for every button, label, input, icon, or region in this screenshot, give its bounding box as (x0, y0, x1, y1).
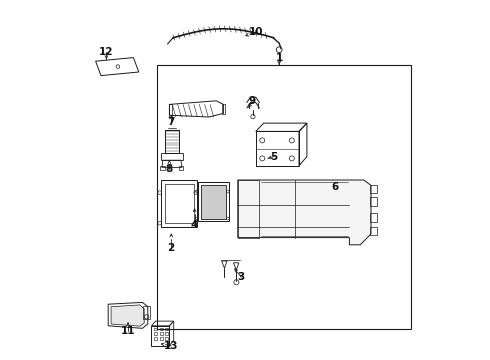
Bar (370, 213, 377, 222)
Text: 2: 2 (168, 243, 175, 253)
Bar (198, 182, 229, 221)
Bar (160, 337, 163, 340)
Bar (256, 131, 299, 166)
Bar (165, 184, 194, 223)
Bar (154, 328, 157, 330)
Bar (144, 306, 150, 319)
Text: 8: 8 (166, 164, 173, 174)
Text: 5: 5 (270, 152, 277, 162)
Bar (169, 104, 171, 117)
Text: 12: 12 (99, 47, 114, 57)
Bar (165, 337, 168, 340)
Text: 9: 9 (248, 96, 256, 106)
Text: 7: 7 (168, 117, 175, 127)
Bar (160, 166, 165, 170)
Bar (162, 180, 197, 227)
Bar (370, 197, 377, 206)
Bar (157, 65, 411, 329)
Bar (201, 185, 225, 219)
Bar (160, 328, 163, 330)
Text: 6: 6 (331, 182, 339, 192)
Bar (222, 104, 225, 114)
Bar (370, 227, 377, 235)
Text: 10: 10 (248, 27, 263, 37)
Bar (165, 328, 168, 330)
Text: 1: 1 (275, 53, 283, 63)
Text: 3: 3 (238, 272, 245, 282)
Bar (154, 337, 157, 340)
Text: 11: 11 (121, 326, 135, 336)
Bar (154, 332, 157, 335)
Text: 4: 4 (191, 220, 198, 230)
Bar (370, 185, 377, 193)
Polygon shape (111, 305, 144, 326)
Bar (151, 326, 170, 346)
Bar (165, 130, 179, 153)
Text: 13: 13 (164, 341, 178, 351)
Bar (165, 332, 168, 335)
Bar (160, 332, 163, 335)
Bar (179, 166, 183, 170)
Polygon shape (238, 180, 371, 245)
